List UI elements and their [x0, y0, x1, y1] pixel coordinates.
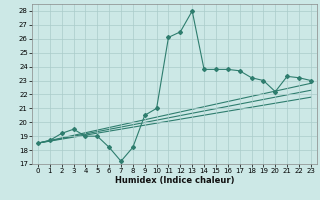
X-axis label: Humidex (Indice chaleur): Humidex (Indice chaleur) [115, 176, 234, 185]
